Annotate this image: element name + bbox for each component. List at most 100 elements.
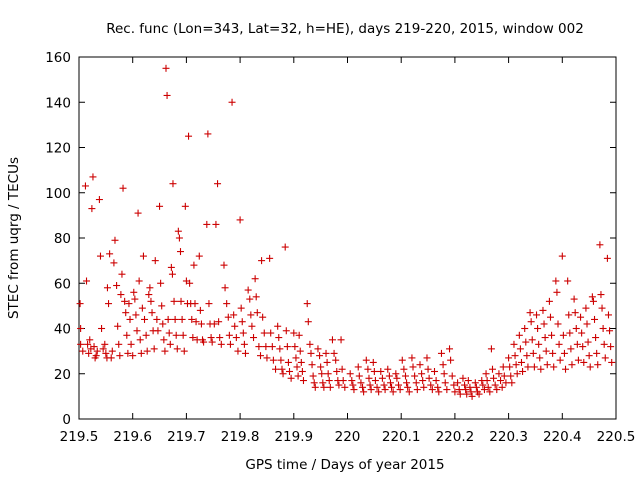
data-point <box>162 64 170 72</box>
data-point <box>367 386 375 394</box>
data-point <box>480 386 488 394</box>
data-point <box>131 295 139 303</box>
data-point <box>311 383 319 391</box>
data-point <box>396 386 404 394</box>
data-point <box>195 252 203 260</box>
data-point <box>150 345 158 353</box>
data-point <box>516 345 524 353</box>
data-point <box>123 331 131 339</box>
data-point <box>157 279 165 287</box>
data-point <box>133 327 141 335</box>
data-point <box>484 383 492 391</box>
data-point <box>384 365 392 373</box>
data-point <box>324 370 332 378</box>
data-point <box>592 334 600 342</box>
data-point <box>299 377 307 385</box>
y-tick-label: 60 <box>54 276 71 292</box>
x-tick-label: 219.7 <box>167 429 206 445</box>
data-point <box>487 345 495 353</box>
data-point <box>248 322 256 330</box>
data-point <box>158 302 166 310</box>
data-point <box>371 377 379 385</box>
data-point <box>573 340 581 348</box>
data-point <box>451 388 459 396</box>
data-point <box>165 329 173 337</box>
data-point <box>281 243 289 251</box>
data-point <box>427 381 435 389</box>
data-point <box>375 388 383 396</box>
data-point <box>413 386 421 394</box>
x-tick-label: 220 <box>335 429 361 445</box>
data-point <box>506 363 514 371</box>
data-point <box>350 386 358 394</box>
data-point <box>88 205 96 213</box>
data-point <box>283 343 291 351</box>
data-point <box>597 291 605 299</box>
data-point <box>546 313 554 321</box>
data-point <box>464 377 472 385</box>
data-point <box>355 372 363 380</box>
data-point <box>466 383 474 391</box>
data-point <box>554 320 562 328</box>
data-point <box>148 309 156 317</box>
data-point <box>482 370 490 378</box>
data-point <box>332 356 340 364</box>
data-point <box>571 309 579 317</box>
data-point <box>607 343 615 351</box>
data-point <box>151 257 159 265</box>
data-point <box>437 349 445 357</box>
data-point <box>118 270 126 278</box>
x-tick-label: 220.4 <box>543 429 582 445</box>
data-point <box>403 379 411 387</box>
data-point <box>454 379 462 387</box>
data-point <box>572 325 580 332</box>
data-point <box>292 354 300 362</box>
data-point <box>205 300 213 308</box>
data-point <box>174 227 182 235</box>
data-point <box>287 374 295 382</box>
data-point <box>567 345 575 353</box>
data-point <box>488 365 496 373</box>
data-point <box>440 370 448 378</box>
data-point <box>216 334 224 342</box>
data-point <box>79 347 87 355</box>
data-point <box>89 173 97 181</box>
data-point <box>459 374 467 382</box>
data-point <box>392 370 400 378</box>
data-point <box>388 383 396 391</box>
data-point <box>316 352 324 360</box>
data-point <box>472 383 480 391</box>
data-point <box>364 365 372 373</box>
data-point <box>577 313 585 321</box>
data-point <box>180 347 188 355</box>
data-point <box>232 334 240 342</box>
data-point <box>101 340 109 348</box>
data-point <box>200 338 208 346</box>
data-point <box>121 297 129 305</box>
data-point <box>197 320 205 328</box>
data-point <box>497 377 505 385</box>
data-point <box>601 354 609 362</box>
data-point <box>160 336 168 344</box>
data-point <box>467 388 475 396</box>
data-point <box>585 352 593 360</box>
data-point <box>171 315 179 323</box>
data-point <box>224 313 232 321</box>
data-point <box>136 336 144 344</box>
data-point <box>106 250 114 258</box>
data-point <box>519 367 527 375</box>
data-point <box>536 354 544 362</box>
data-point <box>129 352 137 360</box>
data-point <box>189 334 197 342</box>
data-point <box>277 356 285 364</box>
data-point <box>114 322 122 330</box>
data-point <box>296 347 304 355</box>
data-point <box>389 388 397 396</box>
data-point <box>446 345 454 353</box>
data-point <box>448 372 456 380</box>
data-point <box>102 349 110 357</box>
data-point <box>365 374 373 382</box>
data-point <box>583 320 591 328</box>
data-point <box>192 318 200 326</box>
